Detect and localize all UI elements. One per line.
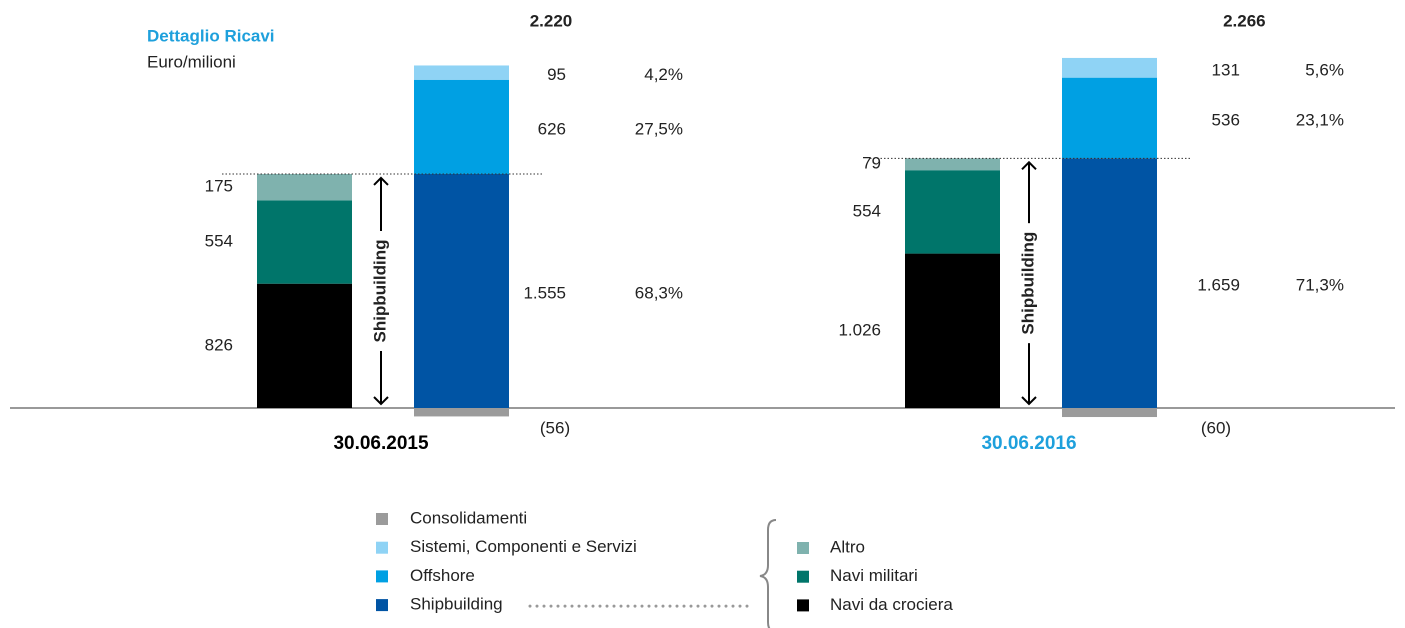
legend-label: Navi militari <box>830 566 918 585</box>
brace <box>759 519 777 628</box>
legend-label: Consolidamenti <box>410 508 527 527</box>
share-label: 5,6% <box>1305 60 1344 79</box>
bar-segment <box>414 173 509 408</box>
bar-segment <box>1062 77 1157 159</box>
total-label: 2.220 <box>530 11 573 30</box>
bar-segment <box>414 79 509 174</box>
legend-label: Shipbuilding <box>410 595 503 614</box>
value-label: 1.555 <box>523 283 566 302</box>
legend-swatch <box>376 570 388 583</box>
bar-segment <box>1062 57 1157 78</box>
bar-segment <box>1062 408 1157 418</box>
legend-swatch <box>376 541 388 554</box>
legend-label: Offshore <box>410 566 475 585</box>
legend-label: Navi da crociera <box>830 595 953 614</box>
value-label: (60) <box>1201 418 1231 437</box>
legend-swatch <box>376 599 388 612</box>
annotation-bg <box>369 230 393 351</box>
legend-swatch <box>797 542 809 554</box>
share-label: 71,3% <box>1296 276 1344 295</box>
legend-swatch <box>797 570 809 583</box>
value-label: 131 <box>1212 60 1240 79</box>
annotation: Shipbuilding <box>1018 232 1037 335</box>
bar-segment <box>257 283 352 408</box>
category-label: 30.06.2015 <box>333 433 429 454</box>
chart-subtitle: Euro/milioni <box>147 52 236 71</box>
chart-title: Dettaglio Ricavi <box>147 26 275 45</box>
value-label: (56) <box>540 418 570 437</box>
value-label: 79 <box>862 154 881 173</box>
legend-swatch <box>797 599 809 612</box>
annotation-bg <box>1017 223 1041 344</box>
legend-label: Sistemi, Componenti e Servizi <box>410 537 637 556</box>
value-label: 554 <box>853 201 881 220</box>
value-label: 626 <box>538 119 566 138</box>
share-label: 23,1% <box>1296 110 1344 129</box>
share-label: 4,2% <box>644 65 683 84</box>
value-label: 536 <box>1212 110 1240 129</box>
value-label: 95 <box>547 65 566 84</box>
category-label: 30.06.2016 <box>981 433 1076 454</box>
bar-segment <box>414 65 509 80</box>
bar-segment <box>1062 158 1157 408</box>
bar-segment <box>414 408 509 417</box>
share-label: 27,5% <box>635 119 683 138</box>
legend-swatch <box>376 513 388 525</box>
bar-segment <box>257 173 352 201</box>
value-label: 1.026 <box>838 320 881 339</box>
bar-segment <box>905 158 1000 171</box>
value-label: 1.659 <box>1197 276 1240 295</box>
legend-label: Altro <box>830 537 865 556</box>
value-label: 554 <box>205 231 233 250</box>
bar-segment <box>257 200 352 284</box>
bar-segment <box>905 253 1000 408</box>
value-label: 175 <box>205 177 233 196</box>
annotation: Shipbuilding <box>370 240 389 343</box>
bar-segment <box>905 170 1000 254</box>
value-label: 826 <box>205 335 233 354</box>
share-label: 68,3% <box>635 283 683 302</box>
total-label: 2.266 <box>1223 11 1266 30</box>
